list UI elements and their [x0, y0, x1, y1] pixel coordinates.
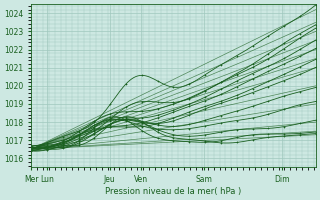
X-axis label: Pression niveau de la mer( hPa ): Pression niveau de la mer( hPa ) [105, 187, 242, 196]
